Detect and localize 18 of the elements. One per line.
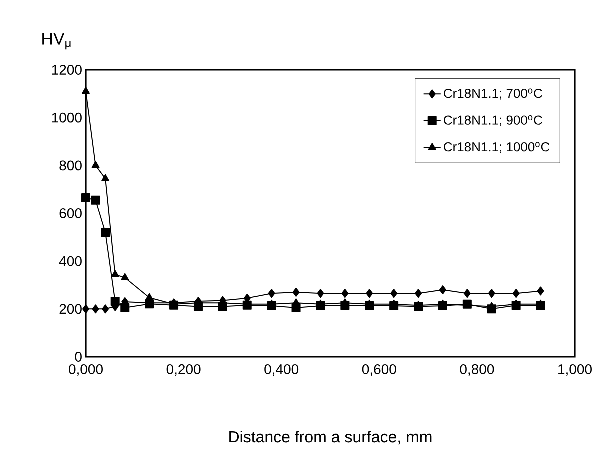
x-tick-label: 0,400 — [264, 364, 299, 376]
legend-label: Cr18N1.1; 700$^{o}$C — [444, 88, 542, 100]
x-tick-label: 1,000 — [558, 364, 592, 376]
x-tick-label: 0,000 — [69, 364, 103, 376]
x-tick-label: 0,800 — [460, 364, 494, 376]
x-tick-label: 0,200 — [166, 364, 201, 376]
y-tick-label: 1200 — [52, 65, 82, 75]
y-tick-label: 0 — [75, 352, 82, 362]
y-tick-label: 400 — [59, 256, 82, 266]
legend-label: Cr18N1.1; 1000$^{o}$C — [444, 142, 550, 154]
y-axis-title: HV$_{μ}$ — [42, 33, 71, 50]
legend-label: Cr18N1.1; 900$^{o}$C — [444, 116, 542, 126]
y-tick-label: 600 — [60, 208, 82, 218]
x-tick-label: 0,600 — [362, 364, 396, 376]
x-axis-title: Distance from a surface, mm — [230, 430, 432, 445]
y-tick-label: 800 — [60, 160, 82, 171]
y-tick-label: 200 — [60, 304, 82, 314]
y-tick-label: 1000 — [52, 112, 82, 123]
